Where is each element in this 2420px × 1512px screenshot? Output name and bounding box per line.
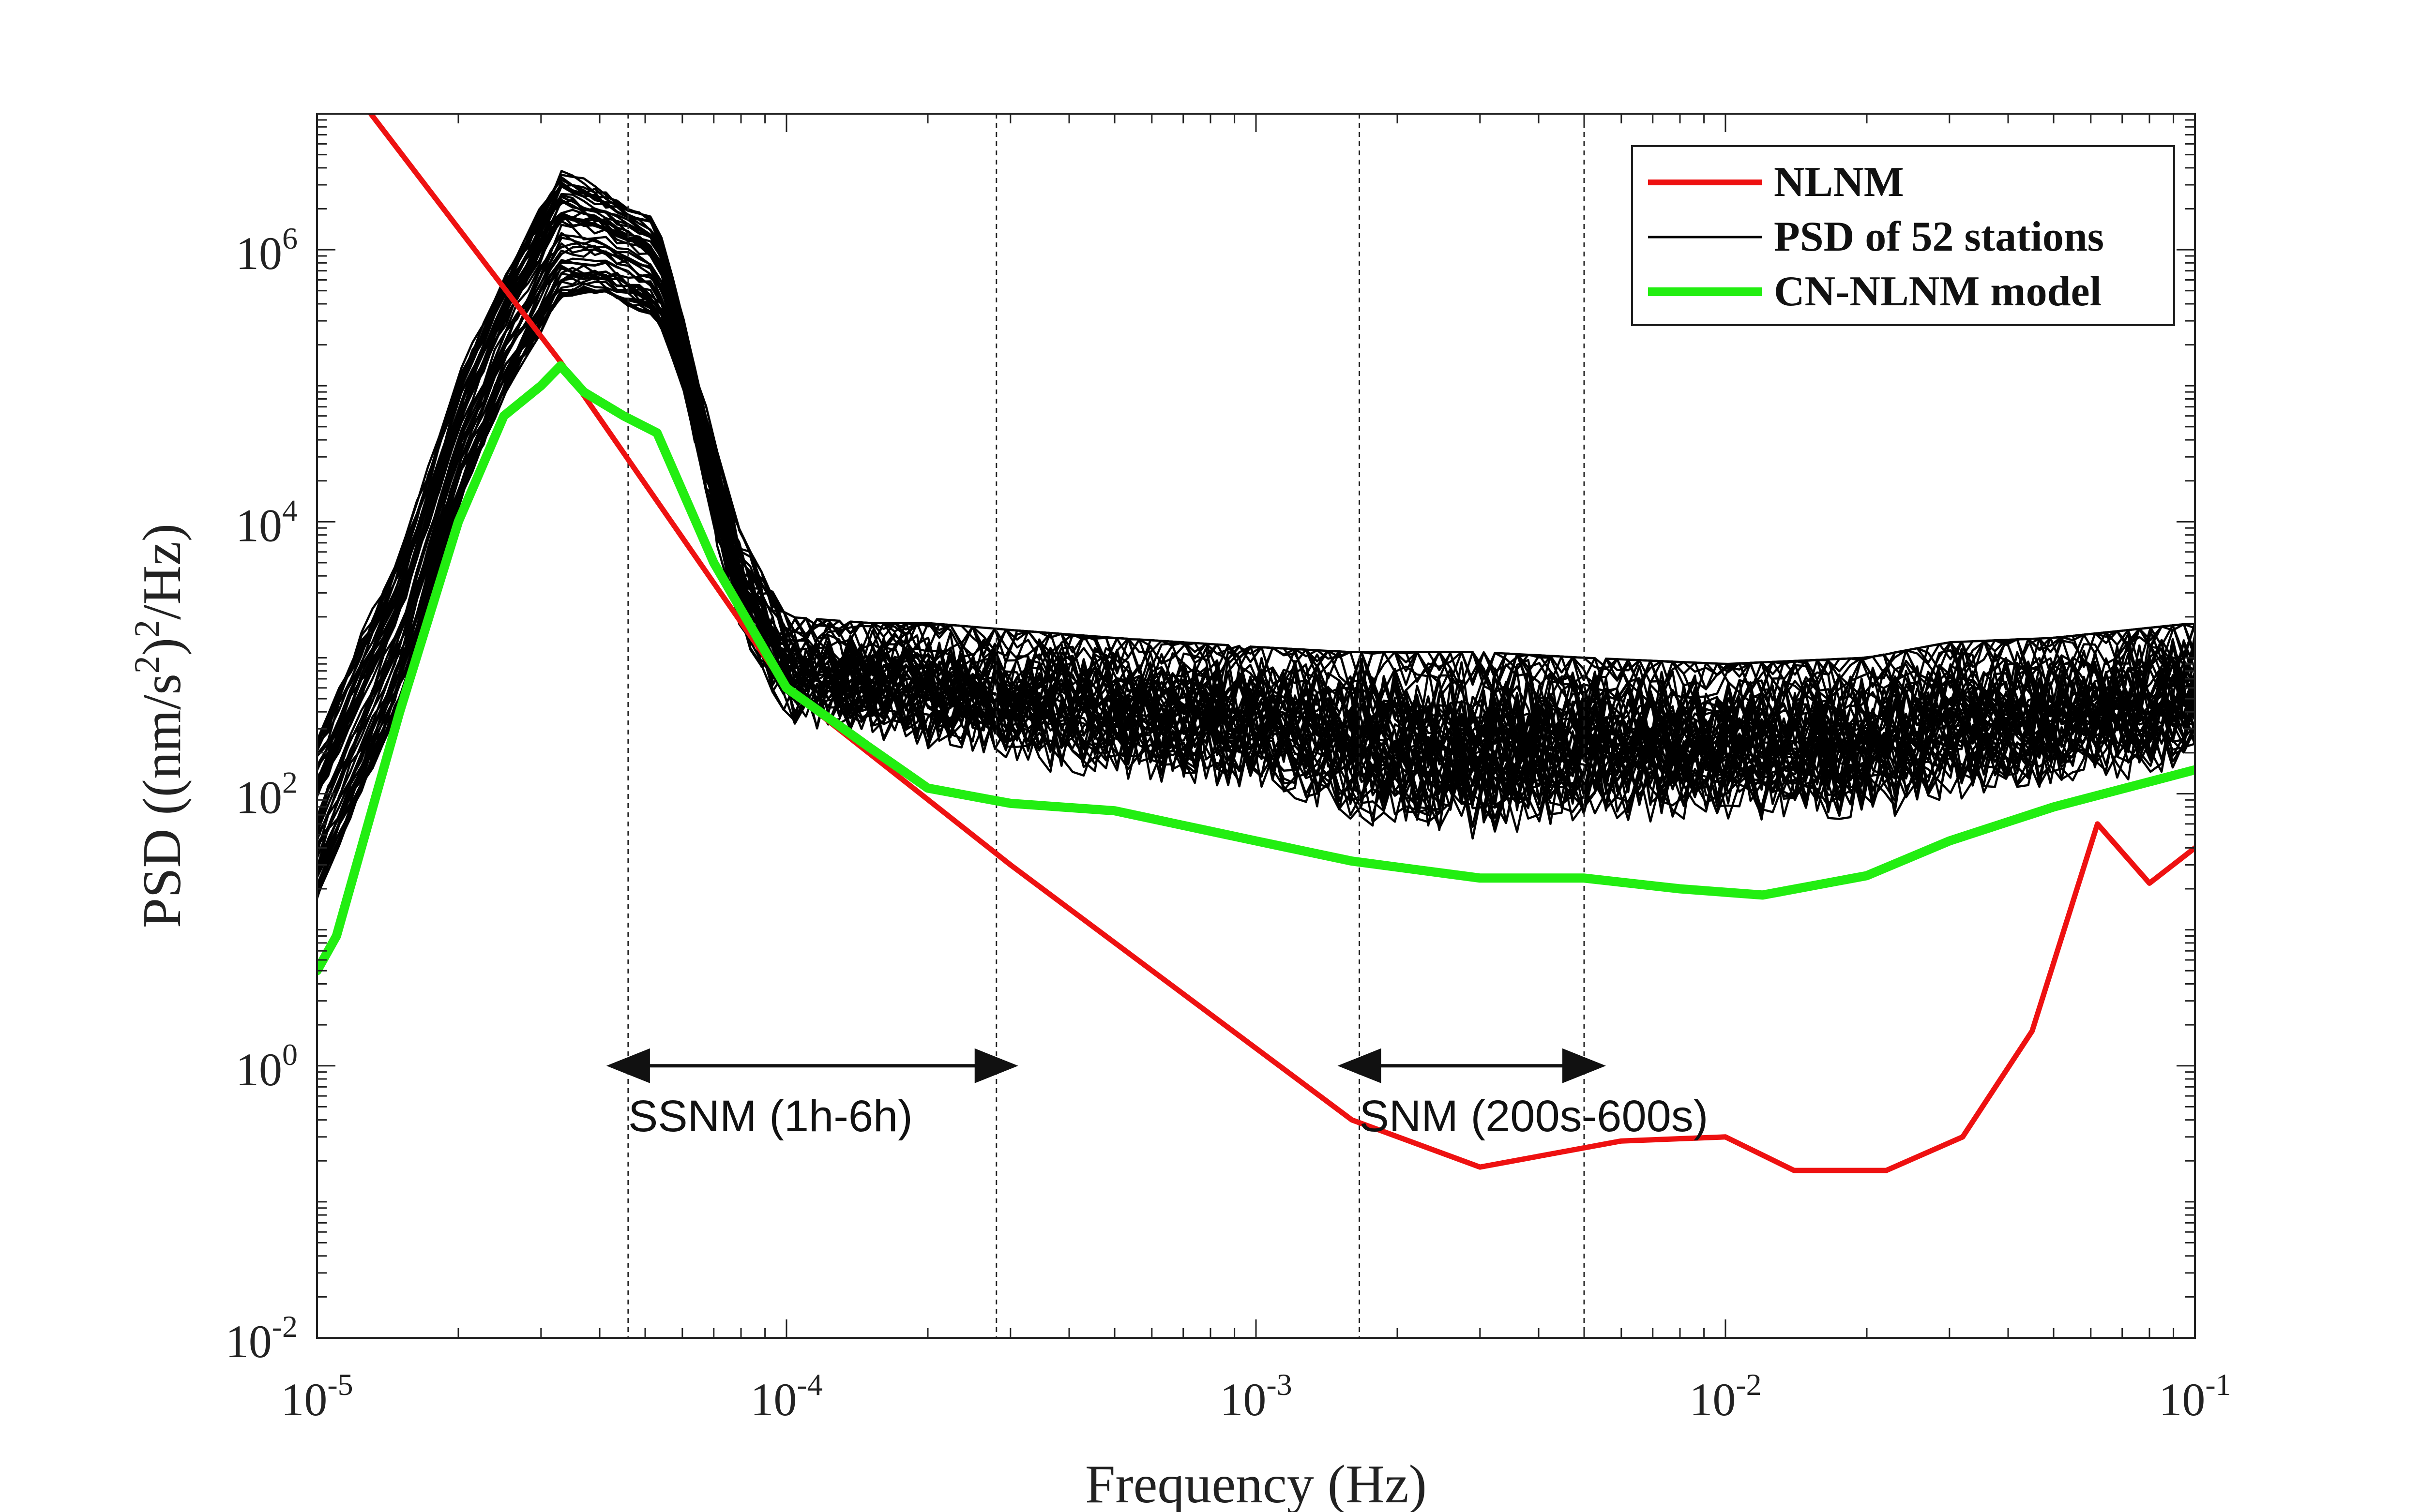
station-psd-line: [317, 224, 2195, 818]
legend: NLNM PSD of 52 stations CN-NLNM model: [1631, 145, 2175, 326]
y-tick-label: 100: [236, 1037, 298, 1095]
y-axis-label-part: PSD ((nm/s: [132, 674, 192, 928]
legend-label-stations: PSD of 52 stations: [1774, 213, 2104, 260]
band-arrow-head-right: [1562, 1048, 1606, 1083]
model-series: [317, 361, 2195, 975]
x-tick-label: 10-3: [1220, 1367, 1292, 1425]
y-tick-label: 10-2: [226, 1309, 298, 1367]
station-psd-line: [317, 179, 2195, 751]
legend-label-nlnm: NLNM: [1774, 159, 1904, 206]
station-psd-line: [317, 176, 2195, 743]
station-psd-line: [317, 287, 2195, 888]
x-tick-label: 10-1: [2159, 1367, 2231, 1425]
x-tick-label: 10-4: [750, 1367, 822, 1425]
y-tick-label: 102: [236, 765, 298, 823]
station-psd-line: [317, 270, 2195, 876]
band-label: SNM (200s-600s): [1360, 1092, 1709, 1141]
band-arrow-head-right: [974, 1048, 1018, 1083]
y-tick-label: 106: [236, 221, 298, 279]
band-annotations: SSNM (1h-6h) SNM (200s-600s): [606, 1048, 1709, 1141]
x-axis-label: Frequency (Hz): [1085, 1454, 1427, 1512]
y-tick-label: 104: [236, 493, 298, 551]
y-axis-label-sup: 2: [127, 656, 167, 674]
legend-label-model: CN-NLNM model: [1774, 268, 2102, 315]
x-tick-label: 10-2: [1689, 1367, 1761, 1425]
band-arrow-head-left: [606, 1048, 650, 1083]
y-axis-label-part: /Hz): [132, 524, 192, 620]
station-psd-line: [317, 195, 2195, 766]
band-label: SSNM (1h-6h): [628, 1092, 913, 1141]
y-axis-label: PSD ((nm/s2)2/Hz): [127, 524, 192, 928]
model-line: [317, 361, 2195, 975]
station-psd-line: [317, 276, 2195, 877]
tick-labels: 10-5 10-4 10-3 10-2 10-1 10-2 100 102 104 106: [226, 221, 2231, 1425]
y-axis-label-sup: 2: [127, 620, 167, 638]
reference-lines: [627, 114, 1585, 1338]
station-psd-lines: [317, 170, 2195, 899]
band-arrow-head-left: [1337, 1048, 1381, 1083]
axes: [316, 113, 2196, 1339]
x-tick-label: 10-5: [281, 1367, 353, 1425]
y-axis-label-part: ): [132, 638, 192, 656]
